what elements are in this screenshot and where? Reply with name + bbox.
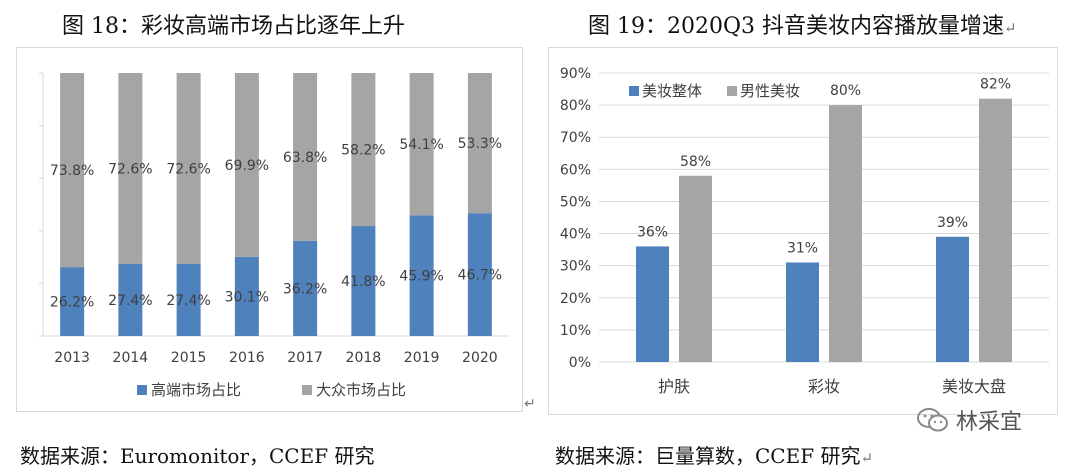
right-data-label-male: 80% bbox=[830, 83, 861, 99]
right-y-tick-label: 90% bbox=[560, 66, 591, 82]
left-legend-label-mass: 大众市场占比 bbox=[316, 381, 406, 399]
return-mark-icon: ↵ bbox=[860, 449, 874, 467]
left-bar-mass bbox=[293, 73, 318, 241]
left-data-label-mass: 54.1% bbox=[399, 137, 443, 153]
right-figure-title: 图 19：2020Q3 抖音美妆内容播放量增速↵ bbox=[588, 8, 1017, 40]
left-data-label-high-end: 27.4% bbox=[108, 293, 152, 309]
left-data-label-high-end: 30.1% bbox=[225, 289, 269, 305]
left-data-label-high-end: 45.9% bbox=[399, 269, 443, 285]
left-data-label-high-end: 26.2% bbox=[50, 295, 94, 311]
right-x-tick-label: 护肤 bbox=[658, 377, 690, 396]
left-bar-mass bbox=[118, 73, 143, 264]
left-legend-swatch-high-end bbox=[137, 385, 147, 395]
left-data-label-mass: 69.9% bbox=[225, 158, 269, 174]
left-x-tick-label: 2016 bbox=[229, 350, 265, 366]
left-data-label-mass: 72.6% bbox=[166, 161, 210, 177]
right-data-label-overall: 39% bbox=[937, 215, 968, 231]
left-figure-title: 图 18：彩妆高端市场占比逐年上升 bbox=[62, 14, 405, 39]
left-stacked-bar-chart: 26.2% 73.8% 2013 27.4% 72.6% 2014 27.4% 72.6% 20… bbox=[39, 72, 509, 399]
left-legend-label-high-end: 高端市场占比 bbox=[151, 381, 241, 399]
right-bar-overall bbox=[936, 236, 969, 362]
right-legend-swatch-male bbox=[727, 86, 737, 96]
left-bar-high-end bbox=[60, 267, 85, 336]
right-y-tick-label: 70% bbox=[560, 130, 591, 146]
left-bar-mass bbox=[409, 73, 434, 216]
right-figure-source-text: 数据来源：巨量算数，CCEF 研究 bbox=[555, 444, 861, 468]
left-x-tick-label: 2015 bbox=[171, 350, 207, 366]
right-bar-overall bbox=[786, 262, 819, 362]
left-figure-source: 数据来源：Euromonitor，CCEF 研究 bbox=[20, 444, 375, 468]
right-legend-swatch-overall bbox=[629, 86, 639, 96]
left-x-tick-label: 2013 bbox=[54, 350, 90, 366]
return-mark-icon: ↵ bbox=[1004, 19, 1017, 37]
right-y-tick-label: 40% bbox=[560, 227, 591, 243]
left-data-label-high-end: 36.2% bbox=[283, 281, 327, 297]
right-grouped-bar-chart: 0% 10% 20% 30% 40% 50% 60% 70% 80% 90% 36% 58% 护肤 31%… bbox=[560, 66, 1049, 396]
right-y-tick-label: 50% bbox=[560, 194, 591, 210]
left-bar-mass bbox=[351, 73, 376, 227]
watermark-text: 林采宜 bbox=[956, 410, 1023, 435]
right-legend-label-overall: 美妆整体 bbox=[642, 82, 702, 100]
left-bar-mass bbox=[467, 73, 492, 214]
watermark: 林采宜 bbox=[916, 404, 1022, 436]
left-chart-panel: 26.2% 73.8% 2013 27.4% 72.6% 2014 27.4% 72.6% 20… bbox=[16, 47, 523, 412]
right-x-tick-label: 彩妆 bbox=[808, 377, 840, 396]
left-data-label-mass: 63.8% bbox=[283, 150, 327, 166]
left-bar-high-end bbox=[118, 263, 143, 336]
left-x-tick-label: 2019 bbox=[404, 350, 440, 366]
left-x-tick-label: 2014 bbox=[113, 350, 149, 366]
right-bar-male bbox=[679, 175, 712, 362]
left-legend-swatch-mass bbox=[302, 385, 312, 395]
left-data-label-mass: 58.2% bbox=[341, 143, 385, 159]
left-data-label-high-end: 41.8% bbox=[341, 274, 385, 290]
right-y-tick-label: 0% bbox=[569, 355, 591, 371]
left-bar-high-end bbox=[293, 240, 318, 336]
right-chart-panel: 0% 10% 20% 30% 40% 50% 60% 70% 80% 90% 36% 58% 护肤 31%… bbox=[548, 47, 1058, 415]
right-y-tick-label: 80% bbox=[560, 98, 591, 114]
right-figure-title-text: 图 19：2020Q3 抖音美妆内容播放量增速 bbox=[588, 14, 1005, 39]
left-bar-high-end bbox=[176, 263, 201, 336]
left-data-label-mass: 53.3% bbox=[458, 136, 502, 152]
left-bar-mass bbox=[176, 73, 201, 264]
left-bar-mass bbox=[234, 73, 259, 257]
right-x-tick-label: 美妆大盘 bbox=[942, 377, 1006, 396]
return-mark-icon: ↵ bbox=[524, 396, 536, 412]
right-y-tick-label: 60% bbox=[560, 162, 591, 178]
left-bar-high-end bbox=[351, 226, 376, 336]
right-bar-overall bbox=[636, 246, 669, 362]
left-x-tick-label: 2017 bbox=[287, 350, 323, 366]
right-bar-male bbox=[829, 105, 862, 362]
right-y-tick-label: 20% bbox=[560, 291, 591, 307]
right-data-label-overall: 36% bbox=[637, 224, 668, 240]
right-data-label-male: 82% bbox=[980, 77, 1011, 93]
left-data-label-high-end: 27.4% bbox=[166, 293, 210, 309]
left-bar-high-end bbox=[234, 256, 259, 336]
left-bar-high-end bbox=[409, 215, 434, 336]
left-bar-mass bbox=[60, 73, 85, 268]
left-data-label-mass: 73.8% bbox=[50, 163, 94, 179]
left-data-label-mass: 72.6% bbox=[108, 161, 152, 177]
left-bar-high-end bbox=[467, 213, 492, 336]
left-x-tick-label: 2018 bbox=[346, 350, 382, 366]
wechat-logo-icon bbox=[917, 408, 948, 432]
right-y-tick-label: 30% bbox=[560, 259, 591, 275]
right-y-tick-label: 10% bbox=[560, 323, 591, 339]
right-data-label-male: 58% bbox=[680, 154, 711, 170]
right-data-label-overall: 31% bbox=[787, 240, 818, 256]
right-legend-label-male: 男性美妆 bbox=[740, 82, 800, 100]
left-data-label-high-end: 46.7% bbox=[458, 268, 502, 284]
right-figure-source: 数据来源：巨量算数，CCEF 研究↵ bbox=[555, 440, 873, 469]
left-x-tick-label: 2020 bbox=[462, 350, 498, 366]
right-bar-male bbox=[979, 98, 1012, 362]
